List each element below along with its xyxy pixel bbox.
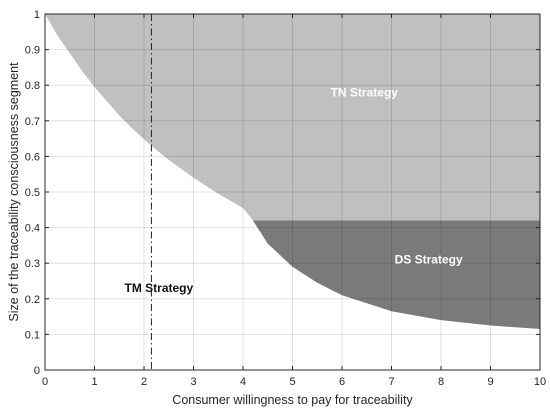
x-tick-label: 3	[190, 376, 196, 388]
x-tick-label: 5	[289, 376, 295, 388]
x-tick-label: 4	[240, 376, 246, 388]
x-tick-label: 2	[141, 376, 147, 388]
y-axis: 0 0.1 0.2 0.3 0.4 0.5 0.6 0.7 0.8 0.9 1	[25, 9, 540, 377]
annotation-label: TN Strategy	[331, 85, 399, 99]
x-tick-label: 6	[339, 376, 345, 388]
x-tick-label: 9	[487, 376, 493, 388]
y-tick-label: 0.5	[25, 187, 40, 199]
y-tick-label: 0.8	[25, 80, 40, 92]
x-tick-label: 0	[42, 376, 48, 388]
y-tick-label: 0.9	[25, 45, 40, 57]
x-tick-label: 1	[91, 376, 97, 388]
y-tick-label: 0.1	[25, 329, 40, 341]
x-tick-label: 7	[388, 376, 394, 388]
y-tick-label: 0.6	[25, 151, 40, 163]
annotations: TN Strategy DS Strategy TM Strategy	[125, 85, 463, 295]
annotation-label: TM Strategy	[125, 281, 194, 295]
y-tick-label: 1	[34, 9, 40, 21]
x-tick-label: 8	[438, 376, 444, 388]
y-tick-label: 0.4	[25, 223, 40, 235]
x-tick-label: 10	[534, 376, 546, 388]
region-series-2	[252, 220, 540, 330]
regions	[45, 14, 540, 330]
region-series-1	[45, 14, 540, 221]
y-tick-label: 0.2	[25, 294, 40, 306]
y-tick-label: 0.3	[25, 258, 40, 270]
x-axis: 0 1 2 3 4 5 6 7 8 9 10	[42, 14, 546, 388]
y-tick-label: 0	[34, 365, 40, 377]
y-tick-label: 0.7	[25, 116, 40, 128]
y-axis-label: Size of the traceability consciousness s…	[7, 62, 21, 322]
annotation-label: DS Strategy	[395, 253, 463, 267]
x-axis-label: Consumer willingness to pay for traceabi…	[172, 393, 413, 407]
